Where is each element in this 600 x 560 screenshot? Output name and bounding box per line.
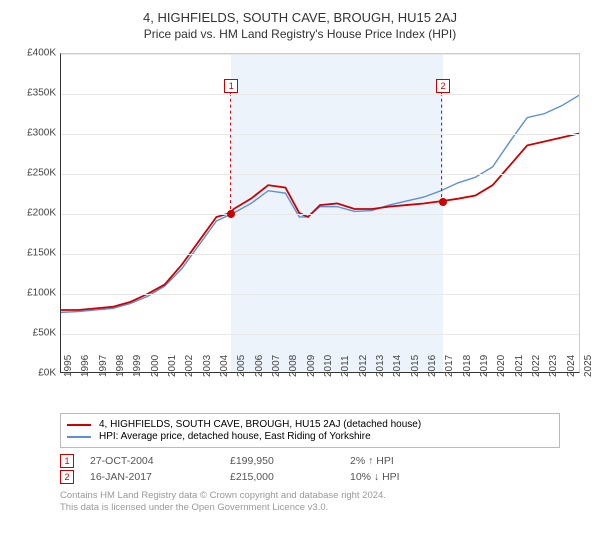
transaction-date: 16-JAN-2017 [90,471,230,483]
x-axis-label: 2014 [392,355,403,377]
transactions-table: 1 27-OCT-2004£199,9502% ↑ HPI 2 16-JAN-2017… [60,454,588,484]
x-axis-label: 2022 [531,355,542,377]
gridline-h [61,254,579,255]
x-axis-label: 2006 [254,355,265,377]
marker-label-2: 2 [436,79,450,93]
x-axis-label: 2001 [167,355,178,377]
chart-svg [61,54,579,372]
x-axis-label: 2017 [444,355,455,377]
transaction-date: 27-OCT-2004 [90,455,230,467]
x-axis-label: 1995 [63,355,74,377]
x-axis-label: 2016 [427,355,438,377]
legend-swatch [67,436,91,438]
x-axis-label: 2011 [340,355,351,377]
x-axis-label: 2015 [410,355,421,377]
gridline-h [61,54,579,55]
legend-item: 4, HIGHFIELDS, SOUTH CAVE, BROUGH, HU15 … [67,419,553,430]
y-axis-label: £100K [27,288,56,299]
transaction-delta: 10% ↓ HPI [350,471,470,483]
x-axis-label: 1998 [115,355,126,377]
x-axis-label: 2005 [236,355,247,377]
x-axis-label: 1999 [132,355,143,377]
marker-dot-2 [439,198,447,206]
y-axis-label: £300K [27,128,56,139]
x-axis-label: 2024 [566,355,577,377]
x-axis-label: 1997 [98,355,109,377]
transaction-delta: 2% ↑ HPI [350,455,470,467]
transaction-price: £199,950 [230,455,350,467]
x-axis-label: 2013 [375,355,386,377]
x-axis-label: 2021 [514,355,525,377]
gridline-h [61,334,579,335]
transaction-marker-box: 1 [60,454,74,468]
y-axis-label: £150K [27,248,56,259]
footer-line-2: This data is licensed under the Open Gov… [60,502,588,514]
transaction-marker-box: 2 [60,470,74,484]
gridline-h [61,214,579,215]
x-axis-label: 2010 [323,355,334,377]
plot-region: 12 [60,53,580,373]
legend-swatch [67,424,91,426]
x-axis-label: 1996 [80,355,91,377]
y-axis-label: £250K [27,168,56,179]
gridline-h [61,174,579,175]
gridline-h [61,294,579,295]
series-property_price [61,134,579,310]
x-axis-label: 2019 [479,355,490,377]
series-hpi [61,95,579,312]
footer-line-1: Contains HM Land Registry data © Crown c… [60,490,588,502]
marker-dot-1 [227,210,235,218]
x-axis-label: 2018 [462,355,473,377]
x-axis-label: 2012 [358,355,369,377]
legend-item: HPI: Average price, detached house, East… [67,431,553,442]
transaction-row: 2 16-JAN-2017£215,00010% ↓ HPI [60,470,588,484]
x-axis-label: 2025 [583,355,594,377]
y-axis-label: £350K [27,88,56,99]
chart-area: 12 £0K£50K£100K£150K£200K£250K£300K£350K… [12,49,588,409]
x-axis-label: 2023 [548,355,559,377]
chart-subtitle: Price paid vs. HM Land Registry's House … [12,27,588,41]
legend-label: 4, HIGHFIELDS, SOUTH CAVE, BROUGH, HU15 … [99,419,421,430]
y-axis-label: £200K [27,208,56,219]
x-axis-label: 2003 [202,355,213,377]
y-axis-label: £0K [38,368,56,379]
x-axis-label: 2008 [288,355,299,377]
gridline-h [61,134,579,135]
x-axis-label: 2007 [271,355,282,377]
marker-label-1: 1 [224,79,238,93]
x-axis-label: 2004 [219,355,230,377]
footer: Contains HM Land Registry data © Crown c… [60,490,588,515]
y-axis-label: £50K [33,328,56,339]
legend-label: HPI: Average price, detached house, East… [99,431,371,442]
transaction-row: 1 27-OCT-2004£199,9502% ↑ HPI [60,454,588,468]
y-axis-label: £400K [27,48,56,59]
x-axis-label: 2000 [150,355,161,377]
chart-title: 4, HIGHFIELDS, SOUTH CAVE, BROUGH, HU15 … [12,10,588,25]
x-axis-label: 2020 [496,355,507,377]
transaction-price: £215,000 [230,471,350,483]
x-axis-label: 2009 [306,355,317,377]
gridline-h [61,94,579,95]
x-axis-label: 2002 [184,355,195,377]
legend: 4, HIGHFIELDS, SOUTH CAVE, BROUGH, HU15 … [60,413,560,448]
